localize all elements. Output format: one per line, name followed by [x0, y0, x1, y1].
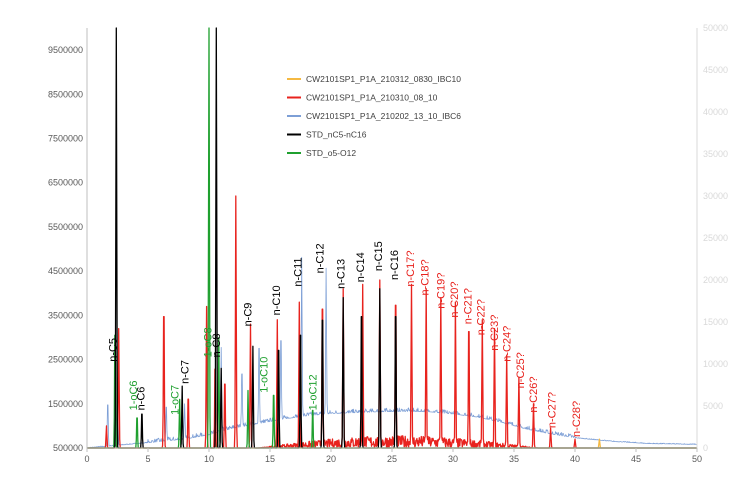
- peak-label: n-C9: [243, 303, 255, 327]
- peak-label: n-C13: [335, 259, 347, 289]
- peak-label: 1-oC8: [202, 327, 214, 357]
- peak-label: n-C23?: [489, 315, 501, 351]
- y2-tick-label: 20000: [703, 275, 728, 285]
- x-tick-label: 45: [631, 454, 641, 464]
- x-tick-label: 10: [204, 454, 214, 464]
- peak-label: 1-oC10: [259, 357, 271, 393]
- peak-label: 1-oC7: [170, 385, 182, 415]
- y2-tick-label: 45000: [703, 65, 728, 75]
- y2-tick-label: 30000: [703, 191, 728, 201]
- y2-tick-label: 5000: [703, 401, 723, 411]
- x-tick-label: 5: [145, 454, 150, 464]
- y2-tick-label: 0: [703, 443, 708, 453]
- series-line-cw2101sp1-p1a-210202-13-10-ibc6: [86, 256, 698, 449]
- peak-label: n-C27?: [546, 392, 558, 428]
- x-tick-label: 40: [570, 454, 580, 464]
- x-tick-label: 0: [84, 454, 89, 464]
- y-tick-label: 7500000: [48, 134, 83, 144]
- legend-entry: CW2101SP1_P1A_210312_0830_IBC10: [306, 74, 461, 84]
- peak-label: n-C11: [293, 257, 305, 286]
- legend-entry: CW2101SP1_P1A_210310_08_10: [306, 93, 438, 103]
- peak-label: n-C12: [315, 243, 327, 273]
- peak-label: n-C28?: [571, 401, 583, 437]
- peak-label: n-C17?: [405, 251, 417, 287]
- peak-label: n-C8: [211, 334, 223, 358]
- y2-tick-label: 15000: [703, 317, 728, 327]
- peak-label: n-C19?: [435, 273, 447, 309]
- peak-label: n-C22?: [476, 299, 488, 335]
- legend: CW2101SP1_P1A_210312_0830_IBC10 CW2101SP1…: [287, 74, 461, 158]
- y-tick-label: 5500000: [48, 222, 83, 232]
- x-tick-label: 20: [326, 454, 336, 464]
- y2-tick-label: 10000: [703, 359, 728, 369]
- peak-label: n-C21?: [462, 288, 474, 324]
- x-tick-label: 50: [692, 454, 702, 464]
- axes: 5000001500000250000035000004500000550000…: [48, 23, 728, 464]
- peak-label: n-C5: [107, 338, 119, 362]
- x-tick-label: 25: [387, 454, 397, 464]
- y-tick-label: 6500000: [48, 178, 83, 188]
- y-tick-label: 1500000: [48, 399, 83, 409]
- peak-label: n-C18?: [420, 259, 432, 295]
- y-tick-label: 3500000: [48, 310, 83, 320]
- y-tick-label: 9500000: [48, 45, 83, 55]
- peak-label: n-C15: [373, 241, 385, 271]
- peak-label: n-C20?: [449, 282, 461, 318]
- peak-label: n-C10: [271, 285, 283, 315]
- peak-label: n-C26?: [528, 377, 540, 413]
- x-tick-label: 15: [265, 454, 275, 464]
- peak-label: n-C25?: [515, 352, 527, 388]
- y-tick-label: 4500000: [48, 266, 83, 276]
- peak-label: n-C7: [179, 360, 191, 384]
- y2-tick-label: 25000: [703, 233, 728, 243]
- y-tick-label: 8500000: [48, 89, 83, 99]
- y-tick-label: 500000: [53, 443, 83, 453]
- peak-label: n-C16: [389, 250, 401, 280]
- y-tick-label: 2500000: [48, 355, 83, 365]
- legend-entry: STD_o5-O12: [306, 148, 356, 158]
- peak-label: 1-oC12: [307, 374, 319, 410]
- peak-label: n-C24?: [501, 326, 513, 362]
- x-tick-label: 30: [448, 454, 458, 464]
- y2-tick-label: 50000: [703, 23, 728, 33]
- legend-entry: CW2101SP1_P1A_210202_13_10_IBC6: [306, 111, 461, 121]
- y2-tick-label: 40000: [703, 107, 728, 117]
- y2-tick-label: 35000: [703, 149, 728, 159]
- peak-label: 1-oC6: [128, 380, 140, 410]
- peak-label: n-C6: [135, 387, 147, 411]
- legend-entry: STD_nC5-nC16: [306, 130, 367, 140]
- x-tick-label: 35: [509, 454, 519, 464]
- peak-label: n-C14: [355, 252, 367, 282]
